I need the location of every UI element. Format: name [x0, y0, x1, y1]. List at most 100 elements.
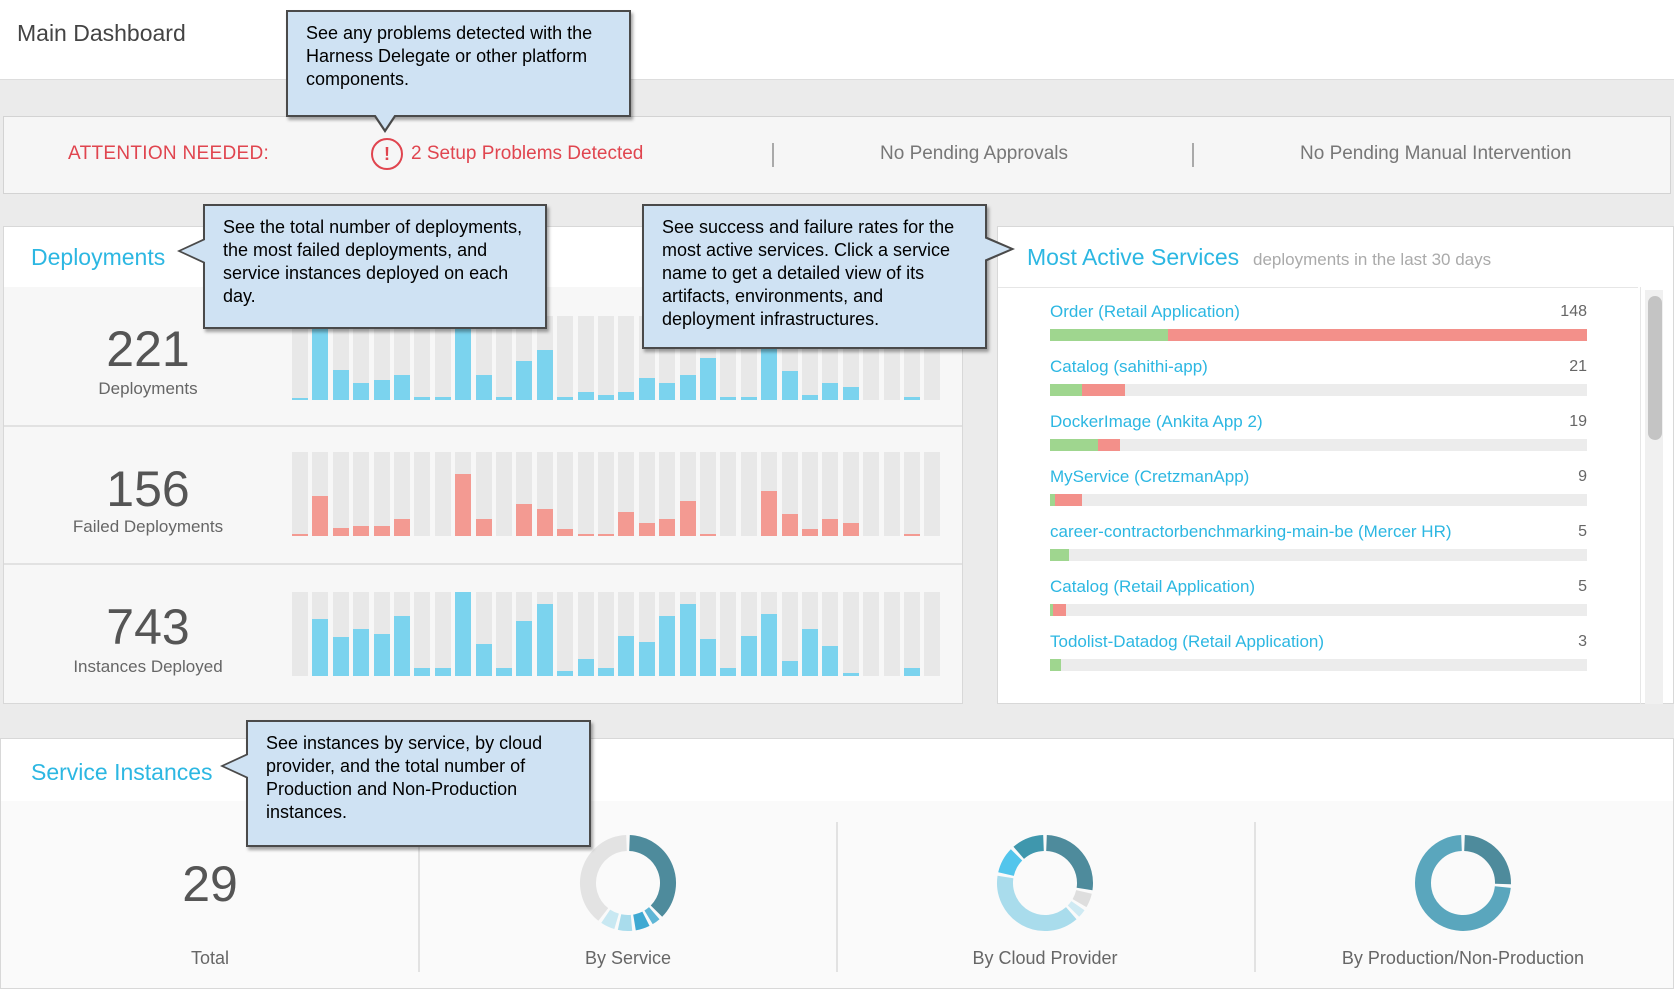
day-bar[interactable] — [904, 667, 920, 676]
donut-segment[interactable] — [1067, 901, 1085, 917]
day-bar[interactable] — [741, 635, 757, 676]
day-bar[interactable] — [782, 514, 798, 536]
day-bar[interactable] — [618, 635, 634, 676]
day-bar[interactable] — [598, 667, 614, 676]
day-bar[interactable] — [639, 522, 655, 536]
deployments-title[interactable]: Deployments — [31, 244, 166, 270]
day-bar[interactable] — [659, 615, 675, 676]
day-bar[interactable] — [761, 490, 777, 536]
day-bar[interactable] — [802, 628, 818, 676]
service-name-link[interactable]: DockerImage (Ankita App 2) — [1050, 412, 1263, 431]
day-bar[interactable] — [598, 394, 614, 400]
day-bar[interactable] — [720, 667, 736, 676]
day-bar[interactable] — [353, 383, 369, 400]
day-bar[interactable] — [904, 534, 920, 536]
day-bar[interactable] — [312, 495, 328, 536]
day-bar[interactable] — [476, 644, 492, 676]
day-bar[interactable] — [516, 620, 532, 676]
day-bar[interactable] — [557, 396, 573, 400]
day-bar[interactable] — [761, 613, 777, 676]
service-name-link[interactable]: MyService (CretzmanApp) — [1050, 467, 1250, 486]
day-bar[interactable] — [639, 642, 655, 676]
day-bar[interactable] — [618, 391, 634, 400]
day-bar[interactable] — [904, 396, 920, 400]
donut-segment[interactable] — [1415, 835, 1511, 931]
pending-approvals-text[interactable]: No Pending Approvals — [880, 143, 1069, 164]
day-bar[interactable] — [516, 504, 532, 536]
pending-manual-intervention-text[interactable]: No Pending Manual Intervention — [1300, 143, 1572, 164]
donut-segment[interactable] — [1013, 835, 1045, 860]
service-name-link[interactable]: Todolist-Datadog (Retail Application) — [1050, 632, 1325, 651]
day-bar[interactable] — [802, 529, 818, 536]
day-bar[interactable] — [639, 378, 655, 400]
day-bar[interactable] — [618, 512, 634, 536]
day-bar[interactable] — [782, 371, 798, 400]
day-bar[interactable] — [333, 527, 349, 536]
day-bar[interactable] — [353, 525, 369, 536]
day-bar[interactable] — [659, 383, 675, 400]
day-bar[interactable] — [455, 592, 471, 676]
day-bar[interactable] — [537, 603, 553, 676]
day-bar[interactable] — [782, 660, 798, 676]
day-bar[interactable] — [394, 374, 410, 400]
day-bar[interactable] — [333, 369, 349, 400]
day-bar[interactable] — [455, 473, 471, 536]
day-bar[interactable] — [537, 349, 553, 400]
day-bar[interactable] — [496, 396, 512, 400]
day-bar[interactable] — [700, 358, 716, 400]
service-name-link[interactable]: Catalog (Retail Application) — [1050, 577, 1256, 596]
day-bar[interactable] — [761, 347, 777, 400]
day-bar[interactable] — [598, 534, 614, 536]
day-bar[interactable] — [374, 634, 390, 676]
day-bar[interactable] — [374, 525, 390, 536]
day-bar[interactable] — [312, 618, 328, 676]
day-bar[interactable] — [741, 396, 757, 400]
service-name-link[interactable]: Order (Retail Application) — [1050, 302, 1240, 321]
day-bar[interactable] — [578, 659, 594, 676]
day-bar[interactable] — [476, 519, 492, 536]
by-service-donut[interactable] — [578, 833, 678, 933]
day-bar[interactable] — [822, 519, 838, 536]
donut-segment[interactable] — [998, 849, 1023, 877]
donut-segment[interactable] — [632, 911, 650, 931]
day-bar[interactable] — [353, 628, 369, 676]
day-bar[interactable] — [292, 534, 308, 536]
day-bar[interactable] — [578, 391, 594, 400]
day-bar[interactable] — [557, 670, 573, 676]
day-bar[interactable] — [476, 374, 492, 400]
day-bar[interactable] — [720, 396, 736, 400]
day-bar[interactable] — [435, 667, 451, 676]
day-bar[interactable] — [394, 519, 410, 536]
day-bar[interactable] — [455, 322, 471, 400]
day-bar[interactable] — [394, 615, 410, 676]
donut-segment[interactable] — [580, 835, 628, 921]
day-bar[interactable] — [802, 394, 818, 400]
day-bar[interactable] — [843, 386, 859, 400]
services-scrollbar-thumb[interactable] — [1648, 296, 1662, 440]
donut-segment[interactable] — [997, 875, 1077, 931]
donut-segment[interactable] — [1045, 835, 1093, 891]
donut-segment[interactable] — [1072, 889, 1092, 908]
day-bar[interactable] — [516, 361, 532, 400]
service-name-link[interactable]: career-contractorbenchmarking-main-be (M… — [1050, 522, 1452, 541]
day-bar[interactable] — [680, 374, 696, 400]
day-bar[interactable] — [537, 509, 553, 536]
day-bar[interactable] — [680, 603, 696, 676]
donut-segment[interactable] — [644, 907, 660, 925]
day-bar[interactable] — [822, 383, 838, 400]
service-instances-title[interactable]: Service Instances — [31, 759, 213, 785]
day-bar[interactable] — [292, 398, 308, 400]
day-bar[interactable] — [435, 396, 451, 400]
day-bar[interactable] — [680, 500, 696, 536]
day-bar[interactable] — [822, 645, 838, 676]
by-production-donut[interactable] — [1413, 833, 1513, 933]
day-bar[interactable] — [700, 639, 716, 676]
day-bar[interactable] — [312, 326, 328, 400]
donut-segment[interactable] — [617, 914, 633, 931]
day-bar[interactable] — [843, 672, 859, 676]
donut-segment[interactable] — [601, 909, 620, 930]
day-bar[interactable] — [496, 667, 512, 676]
donut-segment[interactable] — [1463, 835, 1511, 885]
most-active-services-title[interactable]: Most Active Services — [1027, 244, 1240, 270]
service-name-link[interactable]: Catalog (sahithi-app) — [1050, 357, 1208, 376]
